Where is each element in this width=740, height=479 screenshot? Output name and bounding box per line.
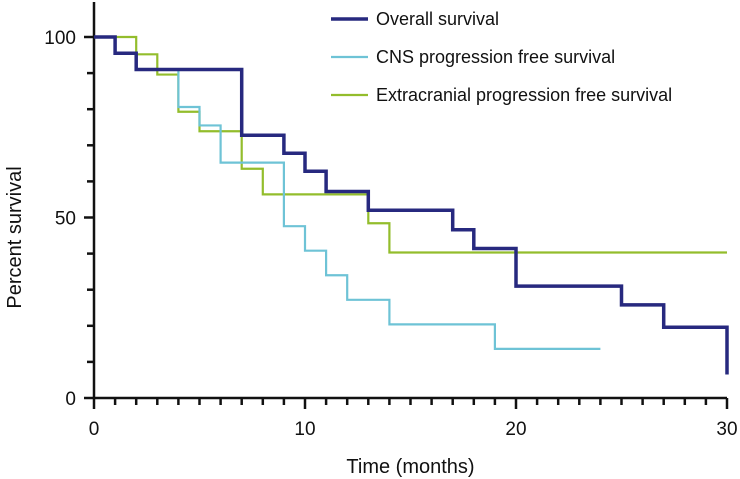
x-tick-label: 0 [89,419,100,440]
x-axis-title: Time (months) [346,456,474,478]
x-ticks: 0 10 20 30 [89,398,738,440]
y-tick-label: 100 [44,28,76,49]
series-line-0 [94,35,729,375]
legend: Overall survival CNS progression free sur… [331,9,672,105]
legend-label-1: CNS progression free survival [376,47,615,67]
legend-label-2: Extracranial progression free survival [376,85,672,105]
y-axis-title: Percent survival [4,166,26,308]
x-tick-label: 20 [505,419,526,440]
y-tick-label: 50 [55,209,76,230]
x-tick-label: 30 [716,419,737,440]
axes: 0 50 100 0 10 20 30 [44,2,738,440]
y-tick-label: 0 [65,389,76,410]
x-tick-label: 10 [294,419,315,440]
y-ticks: 0 50 100 [44,28,94,410]
legend-label-0: Overall survival [376,9,499,29]
series-group [94,35,729,375]
